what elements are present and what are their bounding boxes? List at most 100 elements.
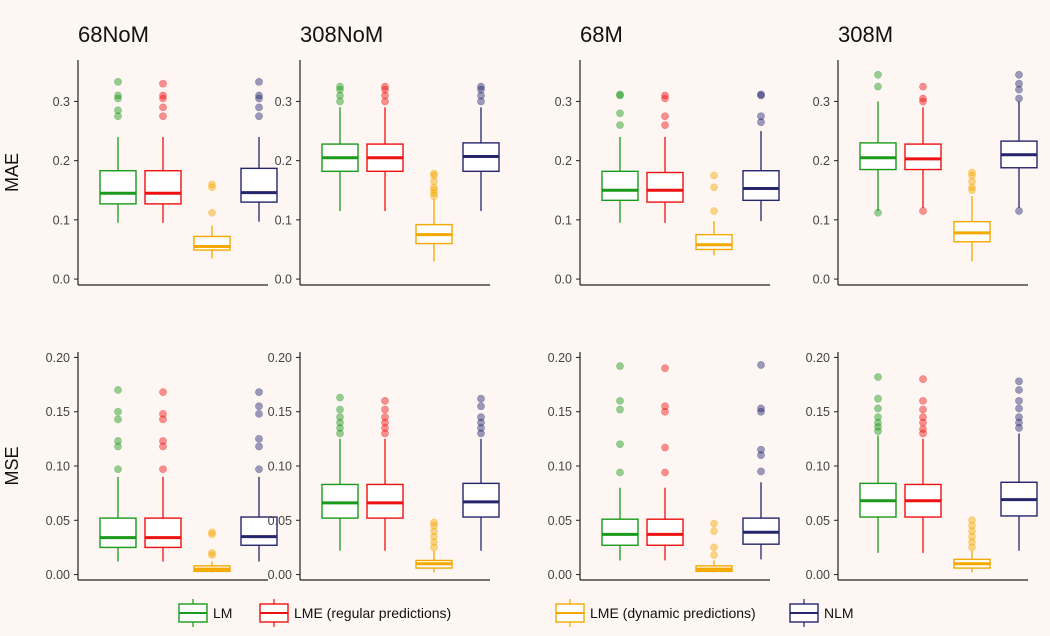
outlier-point [336, 413, 344, 422]
outlier-point [710, 171, 718, 180]
y-tick-label: 0.15 [268, 405, 292, 419]
y-tick-label: 0.20 [46, 351, 70, 365]
box-nlm [462, 394, 500, 551]
outlier-point [255, 78, 263, 86]
panel-mse-308m: 0.00 0.05 0.10 0.15 0.20 [806, 351, 1038, 582]
y-tick-label: 0.05 [46, 514, 70, 528]
outlier-point [208, 183, 216, 192]
panel-title-68NoM: 68NoM [78, 22, 149, 47]
outlier-point [710, 207, 718, 215]
outlier-point [661, 402, 669, 411]
outlier-point [919, 97, 927, 106]
outlier-point [710, 551, 718, 559]
outlier-point [919, 425, 927, 433]
outlier-point [616, 91, 624, 100]
legend: LM LME (regular predictions) LME (dynamic … [178, 599, 854, 627]
outlier-point [661, 91, 669, 100]
box-lm [99, 78, 137, 223]
outlier-point [114, 112, 122, 121]
outlier-point [477, 402, 485, 411]
panels-layer: 68NoM 308NoM 68M 308MMAEMSE0.00.10.20.30.00… [2, 22, 1038, 582]
outlier-point [159, 112, 167, 121]
y-tick-label: 0.10 [806, 460, 830, 474]
outlier-point [757, 467, 765, 476]
box-lm [321, 393, 359, 551]
box-lme_dyn [953, 516, 991, 573]
outlier-point [430, 527, 438, 536]
outlier-point [430, 186, 438, 195]
box-lm [859, 373, 897, 553]
legend-label: LME (dynamic predictions) [590, 605, 756, 621]
outlier-point [757, 404, 765, 413]
outlier-point [159, 94, 167, 103]
box-iqr [99, 170, 137, 205]
panel-mse-308nom: 0.00 0.05 0.10 0.15 0.20 [268, 351, 500, 582]
box-iqr [601, 518, 639, 546]
outlier-point [1015, 94, 1023, 103]
outlier-point [477, 394, 485, 403]
box-lme_reg [904, 375, 942, 553]
outlier-point [477, 91, 485, 100]
y-tick-label: 0.1 [53, 213, 70, 227]
outlier-point [874, 404, 882, 413]
box-lme_dyn [415, 169, 453, 262]
box-iqr [144, 170, 182, 205]
outlier-point [661, 364, 669, 373]
panel-title-308M: 308M [838, 22, 893, 47]
box-lme_reg [144, 79, 182, 223]
outlier-point [661, 94, 669, 103]
box-lm [99, 386, 137, 562]
outlier-point [874, 413, 882, 422]
outlier-point [255, 91, 263, 100]
box-iqr [646, 518, 684, 546]
y-tick-label: 0.2 [555, 154, 572, 168]
y-tick-label: 0.2 [53, 154, 70, 168]
outlier-point [430, 543, 438, 552]
outlier-point [919, 413, 927, 422]
outlier-point [430, 171, 438, 180]
outlier-point [1015, 424, 1023, 432]
outlier-point [208, 548, 216, 557]
outlier-point [336, 91, 344, 100]
box-nlm [1000, 377, 1038, 551]
outlier-point [968, 183, 976, 192]
outlier-point [381, 405, 389, 414]
outlier-point [710, 527, 718, 536]
outlier-point [968, 516, 976, 525]
outlier-point [381, 424, 389, 432]
outlier-point [710, 519, 718, 528]
outlier-point [757, 91, 765, 100]
box-iqr [462, 482, 500, 518]
outlier-point [616, 396, 624, 405]
box-lme_reg [904, 82, 942, 215]
panel-mae-308m: 0.0 0.1 0.2 0.3 [813, 60, 1038, 287]
outlier-point [1015, 404, 1023, 413]
outlier-point [114, 386, 122, 394]
outlier-point [159, 409, 167, 418]
box-iqr [695, 233, 733, 251]
box-iqr [742, 170, 780, 202]
outlier-point [874, 427, 882, 436]
outlier-point [919, 375, 927, 384]
outlier-point [255, 103, 263, 112]
outlier-point [616, 440, 624, 449]
outlier-point [757, 361, 765, 369]
outlier-point [1015, 70, 1023, 79]
box-lm [601, 362, 639, 561]
outlier-point [255, 112, 263, 121]
outlier-point [616, 90, 624, 99]
y-tick-label: 0.15 [46, 405, 70, 419]
box-nlm [240, 78, 278, 222]
outlier-point [159, 415, 167, 424]
outlier-point [919, 82, 927, 91]
outlier-point [661, 112, 669, 121]
outlier-point [616, 405, 624, 414]
y-tick-label: 0.10 [548, 460, 572, 474]
outlier-point [1015, 413, 1023, 422]
outlier-point [336, 424, 344, 432]
box-iqr [321, 483, 359, 519]
outlier-point [968, 521, 976, 530]
outlier-point [159, 437, 167, 445]
outlier-point [430, 538, 438, 546]
y-tick-label: 0.2 [813, 154, 830, 168]
